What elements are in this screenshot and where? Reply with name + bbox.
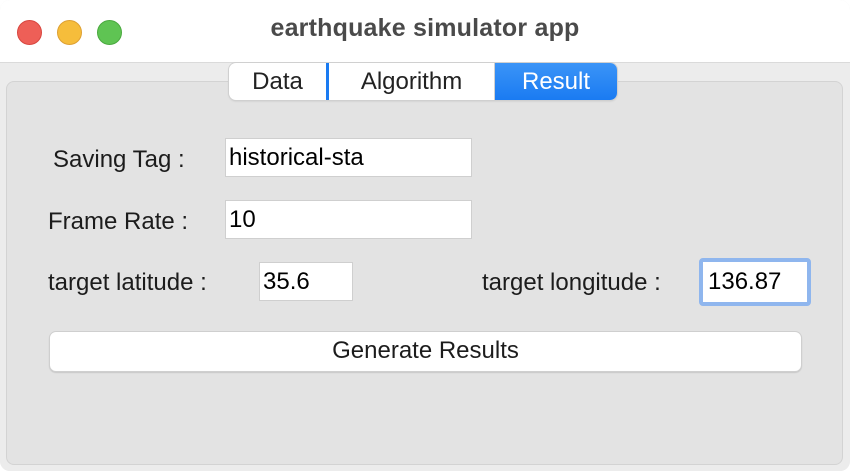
generate-results-button[interactable]: Generate Results xyxy=(49,331,802,372)
tab-algorithm[interactable]: Algorithm xyxy=(329,63,495,100)
content-area: Data Algorithm Result Saving Tag : histo… xyxy=(0,63,850,471)
saving-tag-field[interactable]: historical-sta xyxy=(225,138,472,177)
target-latitude-field[interactable]: 35.6 xyxy=(259,262,353,301)
saving-tag-label: Saving Tag : xyxy=(53,146,185,173)
target-longitude-label: target longitude : xyxy=(482,269,661,296)
frame-rate-field[interactable]: 10 xyxy=(225,200,472,239)
target-latitude-label: target latitude : xyxy=(48,269,207,296)
minimize-window-button[interactable] xyxy=(57,20,82,45)
window-title: earthquake simulator app xyxy=(270,14,580,42)
tab-bar: Data Algorithm Result xyxy=(229,63,617,100)
target-longitude-field[interactable]: 136.87 xyxy=(699,258,811,306)
close-window-button[interactable] xyxy=(17,20,42,45)
tab-result[interactable]: Result xyxy=(495,63,617,100)
frame-rate-label: Frame Rate : xyxy=(48,208,189,235)
title-bar: earthquake simulator app xyxy=(0,0,850,63)
tab-data[interactable]: Data xyxy=(229,63,329,100)
maximize-window-button[interactable] xyxy=(97,20,122,45)
